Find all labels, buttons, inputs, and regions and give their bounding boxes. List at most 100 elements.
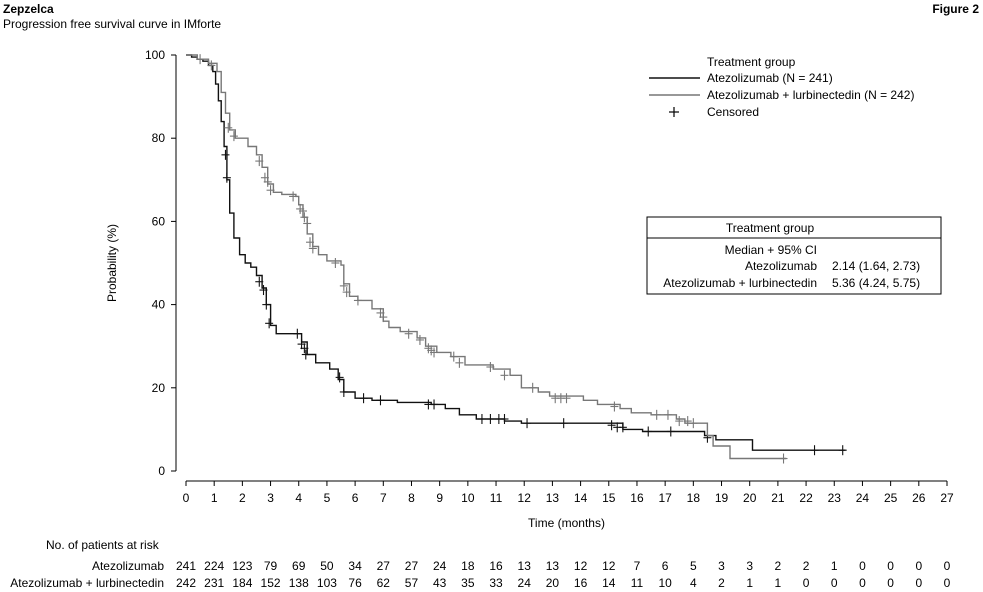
x-tick-label: 20: [743, 491, 757, 505]
x-tick-label: 1: [211, 491, 218, 505]
at-risk-value: 3: [746, 559, 753, 573]
x-tick-label: 18: [687, 491, 701, 505]
x-tick-label: 3: [267, 491, 274, 505]
censor-mark: [607, 420, 616, 431]
at-risk-value: 2: [775, 559, 782, 573]
censor-mark: [207, 60, 216, 71]
x-tick-label: 13: [546, 491, 560, 505]
at-risk-value: 34: [348, 559, 362, 573]
x-tick-label: 8: [408, 491, 415, 505]
at-risk-value: 7: [634, 559, 641, 573]
censor-mark: [300, 212, 309, 223]
legend: Treatment group Atezolizumab (N = 241) A…: [649, 55, 914, 119]
censor-mark: [255, 276, 264, 287]
at-risk-value: 14: [602, 576, 616, 590]
at-risk-label-1: Atezolizumab + lurbinectedin: [10, 576, 164, 590]
at-risk-value: 43: [433, 576, 447, 590]
censor-mark: [306, 237, 315, 248]
censor-mark: [663, 409, 672, 420]
censor-mark: [293, 328, 302, 339]
at-risk-value: 5: [690, 559, 697, 573]
at-risk-value: 184: [232, 576, 252, 590]
censor-mark: [500, 414, 509, 424]
at-risk-value: 0: [887, 576, 894, 590]
x-tick-label: 12: [518, 491, 532, 505]
x-ticks: 0 1 2 3 4 5 6 7 8 9 10 11 12 13 14 15 16 17 18 19 20 21 22 23 24…: [183, 481, 954, 505]
at-risk-value: 3: [718, 559, 725, 573]
x-tick-label: 11: [490, 491, 503, 505]
censor-mark: [353, 295, 362, 306]
x-tick-label: 15: [602, 491, 616, 505]
censor-mark: [224, 122, 233, 133]
at-risk-value: 224: [204, 559, 224, 573]
x-tick-label: 5: [324, 491, 331, 505]
at-risk-value: 69: [292, 559, 306, 573]
at-risk-value: 57: [405, 576, 419, 590]
x-tick-label: 25: [884, 491, 898, 505]
censor-mark: [523, 418, 532, 429]
at-risk-value: 0: [859, 559, 866, 573]
y-tick-label: 80: [152, 131, 166, 145]
x-tick-label: 4: [295, 491, 302, 505]
y-tick-label: 0: [158, 464, 165, 478]
x-tick-label: 26: [912, 491, 926, 505]
censor-mark: [683, 416, 692, 427]
at-risk-value: 13: [546, 559, 560, 573]
figure-subtitle: Progression free survival curve in IMfor…: [3, 17, 222, 31]
censor-mark: [675, 416, 684, 427]
censor-mark: [335, 372, 344, 383]
censor-mark: [810, 445, 819, 456]
censor-mark: [289, 191, 298, 202]
censor-mark: [404, 328, 413, 339]
censor-mark: [838, 445, 847, 456]
legend-entry-censored: Censored: [707, 105, 759, 119]
at-risk-value: 76: [348, 576, 362, 590]
censor-mark: [359, 393, 368, 404]
x-tick-label: 24: [856, 491, 870, 505]
at-risk-value: 152: [261, 576, 281, 590]
stats-row-label-0: Atezolizumab: [745, 259, 817, 273]
at-risk-value: 50: [320, 559, 334, 573]
at-risk-value: 35: [461, 576, 475, 590]
at-risk-value: 16: [574, 576, 588, 590]
censor-mark: [265, 318, 274, 329]
censor-mark: [229, 131, 238, 142]
censor-mark: [331, 258, 340, 268]
at-risk-value: 0: [887, 559, 894, 573]
censor-mark: [263, 176, 272, 187]
censor-mark: [644, 426, 653, 437]
x-tick-label: 2: [239, 491, 246, 505]
y-ticks: 0 20 40 60 80 100: [145, 48, 176, 478]
at-risk-value: 103: [317, 576, 337, 590]
stats-box-frame: [646, 216, 942, 295]
x-tick-label: 10: [461, 491, 475, 505]
censor-mark: [300, 343, 309, 354]
censor-mark: [430, 399, 439, 410]
series-line-1: [186, 54, 787, 460]
x-tick-label: 19: [715, 491, 729, 505]
censor-mark: [259, 285, 268, 296]
censor-mark: [689, 418, 698, 429]
at-risk-value: 20: [546, 576, 560, 590]
y-tick-label: 40: [152, 298, 166, 312]
censor-mark: [500, 370, 509, 381]
x-tick-label: 6: [352, 491, 359, 505]
y-axis-label: Probability (%): [105, 224, 119, 302]
censor-mark: [559, 418, 568, 429]
at-risk-value: 2: [718, 576, 725, 590]
at-risk-value: 1: [746, 576, 753, 590]
censor-mark: [376, 395, 385, 406]
at-risk-value: 11: [631, 576, 644, 590]
y-tick-label: 20: [152, 381, 166, 395]
at-risk-value: 0: [915, 576, 922, 590]
at-risk-value: 13: [518, 559, 532, 573]
x-tick-label: 17: [658, 491, 672, 505]
censor-mark: [339, 386, 348, 397]
censor-mark: [528, 382, 537, 393]
at-risk-value: 123: [232, 559, 252, 573]
censor-mark: [301, 349, 310, 360]
figure-label: Figure 2: [932, 2, 979, 16]
stats-box-title: Treatment group: [726, 221, 815, 235]
x-tick-label: 21: [771, 491, 785, 505]
censor-mark: [618, 422, 627, 433]
